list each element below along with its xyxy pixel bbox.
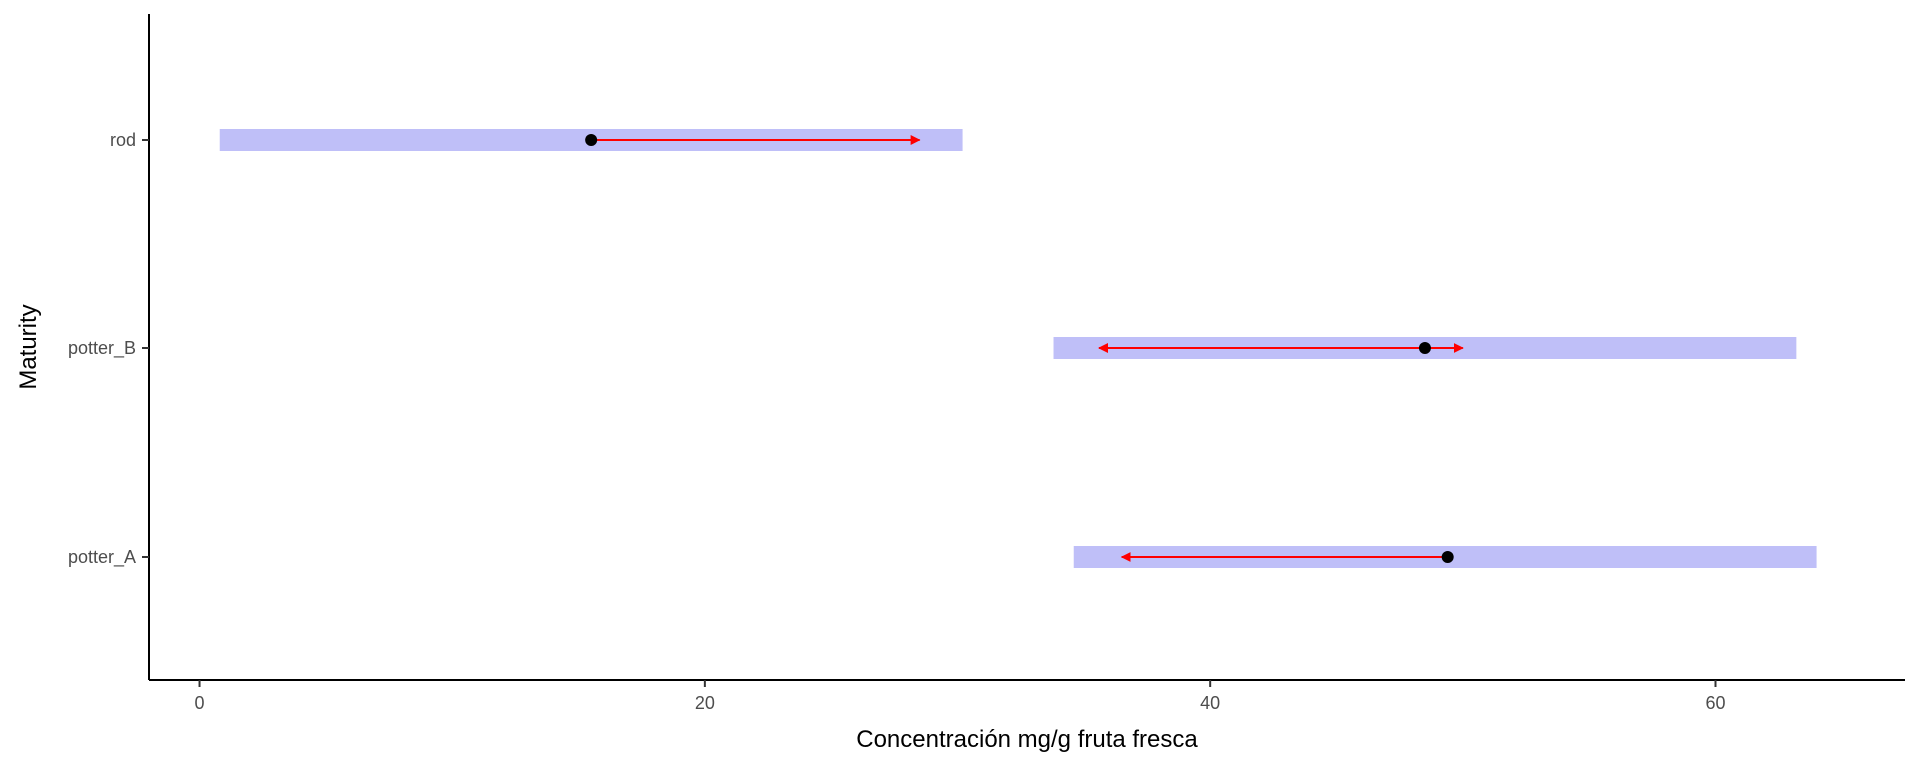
plot-area (219, 129, 1817, 568)
point-potter_A (1441, 551, 1454, 563)
y-tick-label-potter_B: potter_B (68, 338, 136, 359)
point-potter_B (1418, 342, 1431, 354)
y-axis-title: Maturity (15, 304, 42, 389)
y-tick-label-potter_A: potter_A (68, 547, 136, 568)
x-tick-label-40: 40 (1200, 693, 1220, 713)
x-tick-label-60: 60 (1705, 693, 1725, 713)
x-tick-label-0: 0 (195, 693, 205, 713)
x-axis-title: Concentración mg/g fruta fresca (856, 726, 1198, 753)
y-tick-label-rod: rod (110, 130, 136, 150)
x-tick-label-20: 20 (695, 693, 715, 713)
y-ticks: rod potter_B potter_A (68, 130, 149, 568)
point-rod (585, 134, 598, 146)
x-ticks: 0 20 40 60 (195, 680, 1726, 713)
